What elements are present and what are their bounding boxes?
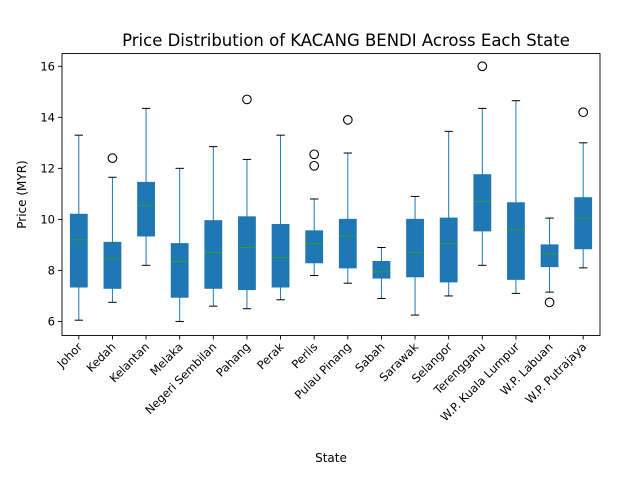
chart-title: Price Distribution of KACANG BENDI Acros… [122, 31, 570, 50]
x-tick-label: Perlis [289, 340, 321, 372]
box [439, 217, 458, 283]
box-group-melaka [170, 167, 189, 322]
plot-frame [61, 53, 601, 336]
x-tick-label: Pahang [213, 340, 253, 380]
box [204, 220, 223, 289]
x-tick-label: Johor [53, 340, 85, 372]
y-tick-label: 16 [40, 59, 55, 73]
outlier-point [578, 107, 589, 118]
box [473, 174, 492, 232]
box [137, 181, 155, 237]
outlier-point [477, 61, 488, 72]
box [338, 218, 357, 269]
box-group-pulau-pinang [338, 115, 357, 284]
box [372, 260, 391, 279]
y-axis: 6 8 10 12 14 16 [40, 59, 62, 328]
box-group-w-p-labuan [540, 217, 559, 308]
outlier-point [544, 297, 555, 308]
box-group-perlis [305, 149, 324, 277]
box-group-sabah [372, 246, 391, 299]
box-group-kelantan [137, 107, 155, 266]
y-axis-label: Price (MYR) [15, 160, 29, 228]
box [507, 202, 525, 280]
plot-area [69, 61, 593, 322]
x-tick-label: Perak [254, 339, 287, 372]
box-group-sarawak [406, 195, 424, 316]
box-group-w-p-kuala-lumpur [507, 100, 525, 294]
y-tick-label: 8 [48, 263, 55, 277]
box [540, 244, 559, 268]
box-group-selangor [439, 130, 458, 297]
outlier-point [309, 160, 320, 171]
box-group-johor [69, 134, 88, 321]
box [170, 243, 189, 298]
box [305, 230, 324, 264]
outlier-point [342, 115, 353, 125]
box-group-pahang [238, 94, 256, 310]
box [271, 223, 290, 288]
outlier-point [107, 153, 118, 163]
box [574, 197, 593, 250]
box [69, 213, 88, 288]
box-group-terengganu [473, 61, 492, 266]
x-tick-label: W.P. Putrajaya [522, 340, 589, 407]
outlier-point [309, 149, 320, 160]
box-group-w-p-putrajaya [574, 107, 593, 269]
y-tick-label: 12 [40, 161, 55, 175]
y-tick-label: 14 [40, 110, 55, 124]
x-axis-label: State [315, 451, 347, 465]
y-tick-label: 6 [48, 314, 55, 328]
y-tick-label: 10 [40, 212, 55, 226]
box-group-negeri-sembilan [204, 146, 223, 307]
outlier-point [242, 94, 252, 105]
box [406, 218, 424, 278]
box [238, 216, 256, 291]
box-group-kedah [103, 153, 122, 303]
box-group-perak [271, 134, 290, 301]
box [103, 241, 122, 289]
